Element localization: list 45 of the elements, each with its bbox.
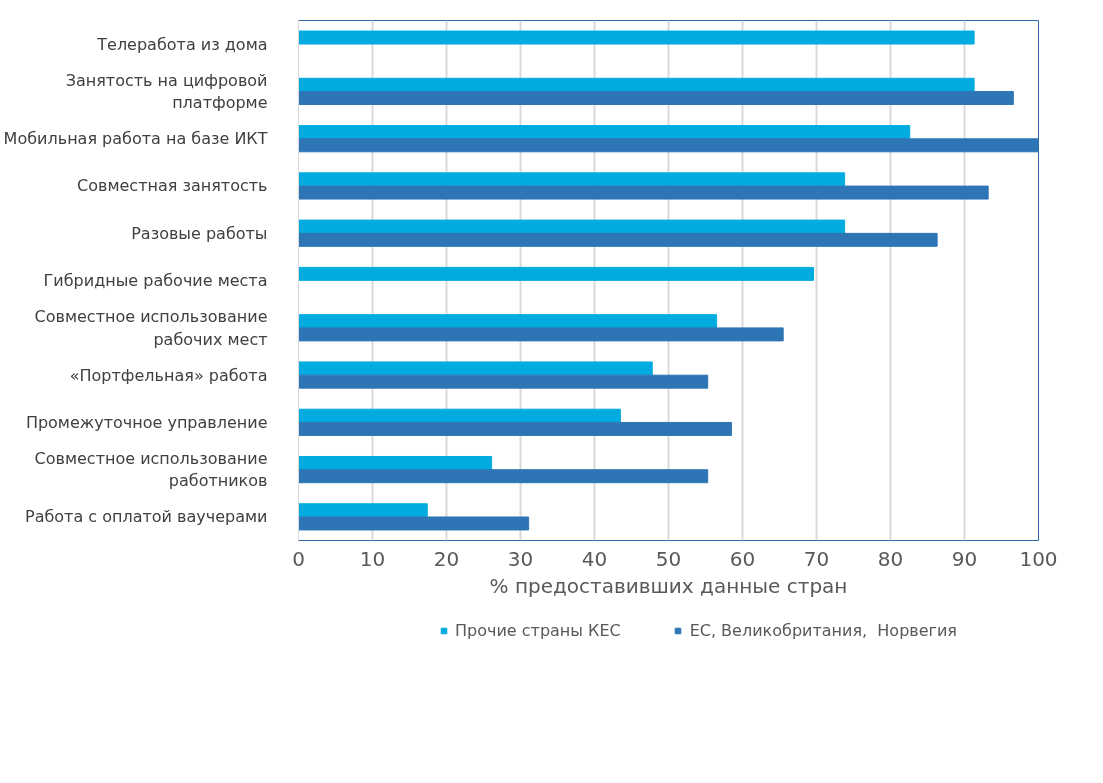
bar: [298, 138, 1039, 153]
y-tick-label: Совместное использование работников: [34, 448, 268, 491]
bar: [298, 91, 1014, 106]
bar: [298, 314, 718, 329]
bar: [298, 469, 709, 484]
bar: [298, 516, 530, 531]
bar: [298, 125, 911, 140]
x-tick-label: 70: [803, 546, 830, 571]
bar: [298, 219, 846, 234]
legend-label: ЕС, Великобритания, Норвегия: [689, 620, 957, 640]
y-tick-label: Занятость на цифровой платформе: [65, 70, 268, 113]
bar: [298, 361, 653, 376]
x-tick-label: 80: [877, 546, 904, 571]
bar: [298, 374, 709, 389]
x-tick-label: 60: [729, 546, 756, 571]
bar: [298, 185, 989, 200]
x-axis-title: % предоставивших данные стран: [489, 573, 848, 598]
bar: [298, 266, 815, 281]
bar: [298, 408, 621, 423]
x-tick-label: 20: [433, 546, 460, 571]
y-tick-label: Работа с оплатой ваучерами: [24, 507, 268, 527]
bar: [298, 232, 938, 247]
y-tick-label: Совместная занятость: [77, 176, 268, 196]
bar: [298, 172, 846, 187]
bar: [298, 30, 975, 45]
x-tick-label: 40: [581, 546, 608, 571]
y-tick-label: Промежуточное управление: [25, 412, 268, 432]
bar: [298, 455, 493, 470]
bar: [298, 77, 975, 92]
x-tick-label: 0: [292, 546, 305, 571]
legend-label: Прочие страны КЕС: [455, 620, 621, 640]
x-tick-label: 50: [655, 546, 682, 571]
y-tick-label: Мобильная работа на базе ИКТ: [3, 129, 268, 149]
bar: [298, 327, 784, 342]
y-tick-label: Гибридные рабочие места: [43, 271, 268, 290]
x-tick-label: 90: [951, 546, 978, 571]
y-tick-label: Телеработа из дома: [96, 34, 268, 54]
y-tick-label: Совместное использование рабочих мест: [34, 306, 268, 349]
x-tick-label: 10: [359, 546, 386, 571]
bar: [298, 421, 732, 436]
bar: [298, 503, 428, 518]
y-tick-label: «Портфельная» работа: [69, 365, 268, 385]
y-tick-label: Разовые работы: [131, 223, 268, 243]
x-tick-label: 100: [1019, 546, 1058, 571]
x-tick-label: 30: [507, 546, 534, 571]
